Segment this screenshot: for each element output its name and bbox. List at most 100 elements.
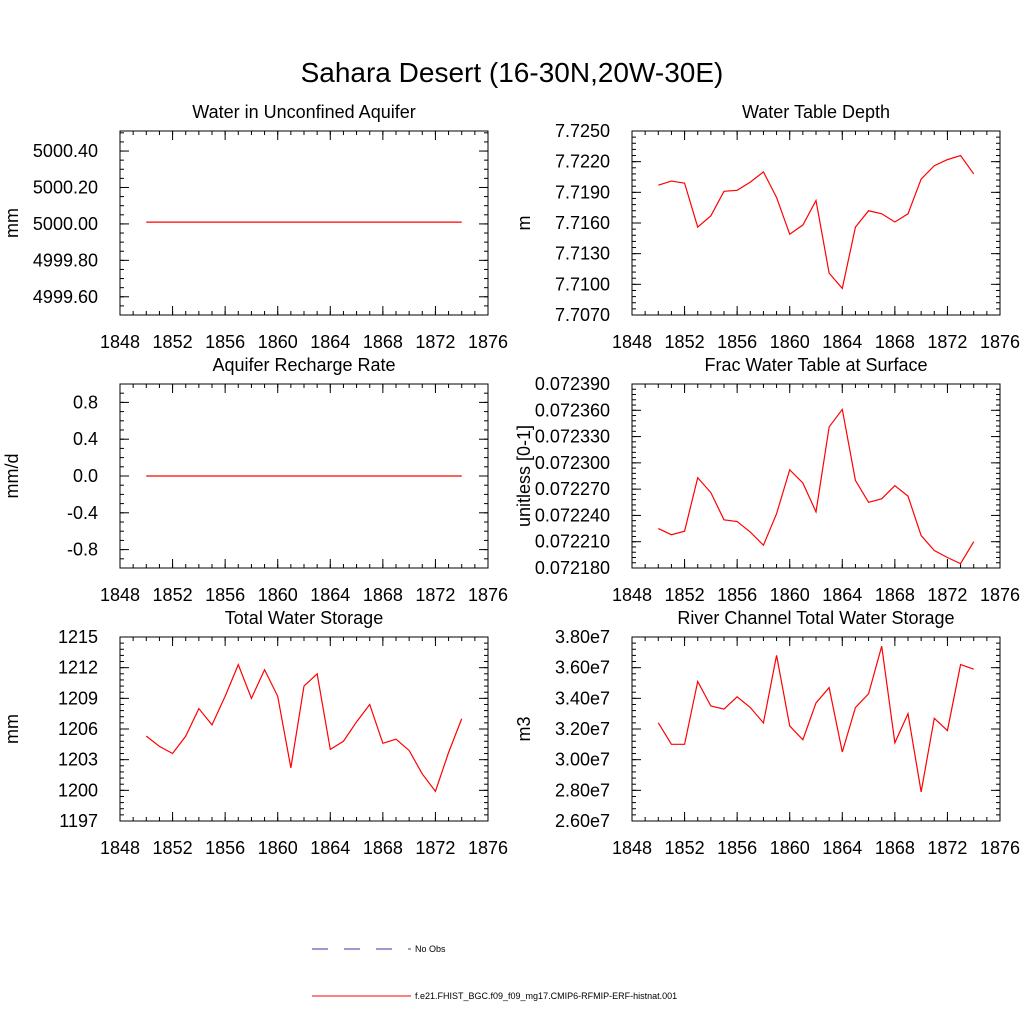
y-tick-label: 7.7250: [555, 121, 610, 141]
x-tick-label: 1864: [310, 838, 350, 858]
panel-title: Aquifer Recharge Rate: [212, 355, 395, 375]
y-tick-label: 0.072210: [535, 532, 610, 552]
y-tick-label: 3.00e7: [555, 750, 610, 770]
panel-title: River Channel Total Water Storage: [677, 608, 954, 628]
legend-label-model: f.e21.FHIST_BGC.f09_f09_mg17.CMIP6-RFMIP…: [415, 991, 677, 1001]
y-tick-label: 0.0: [73, 466, 98, 486]
y-axis-label: unitless [0-1]: [514, 425, 534, 527]
panels-group: Water in Unconfined Aquifer mm 1848 1852 185…: [2, 102, 1020, 858]
x-tick-label: 1856: [717, 838, 757, 858]
panel-title: Water Table Depth: [742, 102, 890, 122]
x-tick-label: 1860: [258, 585, 298, 605]
figure-title: Sahara Desert (16-30N,20W-30E): [301, 57, 724, 88]
y-tick-label: 3.40e7: [555, 688, 610, 708]
x-tick-label: 1876: [980, 332, 1020, 352]
y-tick-label: 0.8: [73, 392, 98, 412]
plot-frame: [631, 130, 1001, 316]
x-tick-label: 1848: [100, 585, 140, 605]
y-tick-label: 0.072390: [535, 374, 610, 394]
panel-title: Total Water Storage: [225, 608, 383, 628]
x-tick-label: 1872: [927, 585, 967, 605]
x-tick-label: 1848: [100, 332, 140, 352]
legend: No Obs f.e21.FHIST_BGC.f09_f09_mg17.CMIP6…: [312, 944, 677, 1001]
x-tick-label: 1872: [415, 332, 455, 352]
y-axis-label: m3: [514, 716, 534, 741]
x-tick-label: 1856: [205, 332, 245, 352]
x-tick-label: 1864: [310, 332, 350, 352]
panel-5: Total Water Storage mm 1848 1852 1856 1860 186…: [2, 608, 508, 858]
x-tick-label: 1876: [468, 332, 508, 352]
y-tick-label: 3.80e7: [555, 627, 610, 647]
x-tick-label: 1856: [205, 838, 245, 858]
x-tick-label: 1876: [468, 838, 508, 858]
x-tick-label: 1848: [100, 838, 140, 858]
x-tick-label: 1876: [980, 838, 1020, 858]
x-tick-label: 1860: [258, 838, 298, 858]
y-tick-label: 1197: [59, 811, 98, 831]
x-tick-label: 1852: [153, 585, 193, 605]
plot-frame: [631, 383, 1001, 569]
panel-3: Aquifer Recharge Rate mm/d 1848 1852 1856 186…: [2, 355, 508, 605]
y-tick-label: 1200: [58, 780, 98, 800]
y-tick-label: 0.072300: [535, 453, 610, 473]
x-tick-label: 1872: [415, 838, 455, 858]
y-tick-label: 7.7220: [555, 152, 610, 172]
y-tick-label: 2.60e7: [555, 811, 610, 831]
y-tick-label: 1206: [58, 719, 98, 739]
x-tick-label: 1872: [927, 332, 967, 352]
x-tick-label: 1860: [770, 585, 810, 605]
x-tick-label: 1868: [875, 332, 915, 352]
x-tick-label: 1848: [612, 838, 652, 858]
y-tick-label: -0.4: [67, 503, 98, 523]
x-tick-label: 1856: [205, 585, 245, 605]
x-tick-label: 1864: [822, 332, 862, 352]
x-tick-label: 1852: [153, 838, 193, 858]
y-tick-label: 0.072270: [535, 479, 610, 499]
x-tick-label: 1872: [927, 838, 967, 858]
x-tick-label: 1860: [258, 332, 298, 352]
series-line: [658, 154, 975, 290]
series-line: [658, 407, 975, 565]
x-tick-label: 1876: [468, 585, 508, 605]
y-tick-label: 5000.00: [33, 214, 98, 234]
y-tick-label: 0.072360: [535, 400, 610, 420]
panel-6: River Channel Total Water Storage m3 1848 1…: [514, 608, 1020, 858]
x-tick-label: 1868: [363, 585, 403, 605]
panel-2: Water Table Depth m 1848 1852 1856 1860 1864 18…: [514, 102, 1020, 352]
x-tick-label: 1872: [415, 585, 455, 605]
x-tick-label: 1860: [770, 332, 810, 352]
y-tick-label: 7.7190: [555, 182, 610, 202]
x-tick-label: 1852: [153, 332, 193, 352]
y-tick-label: 4999.60: [33, 287, 98, 307]
x-tick-label: 1868: [875, 585, 915, 605]
x-tick-label: 1864: [822, 838, 862, 858]
y-tick-label: 0.072330: [535, 427, 610, 447]
y-tick-label: 1212: [58, 658, 98, 678]
x-tick-label: 1868: [875, 838, 915, 858]
y-tick-label: 7.7100: [555, 274, 610, 294]
y-tick-label: 3.60e7: [555, 658, 610, 678]
plot-frame: [119, 130, 489, 316]
y-tick-label: 1209: [58, 688, 98, 708]
y-tick-label: 0.4: [73, 429, 98, 449]
y-axis-label: mm/d: [2, 454, 22, 499]
y-tick-label: 5000.20: [33, 177, 98, 197]
y-axis-label: m: [514, 216, 534, 231]
y-tick-label: 1215: [58, 627, 98, 647]
series-line: [657, 646, 974, 792]
panel-4: Frac Water Table at Surface unitless [0-1…: [514, 355, 1020, 605]
y-tick-label: 2.80e7: [555, 780, 610, 800]
x-tick-label: 1876: [980, 585, 1020, 605]
x-tick-label: 1852: [665, 585, 705, 605]
y-tick-label: 0.072240: [535, 505, 610, 525]
y-axis-label: mm: [2, 208, 22, 238]
y-tick-label: 3.20e7: [555, 719, 610, 739]
legend-label-obs: No Obs: [415, 944, 446, 954]
y-tick-label: 7.7160: [555, 213, 610, 233]
plot-frame: [119, 636, 489, 822]
x-tick-label: 1856: [717, 332, 757, 352]
panel-title: Water in Unconfined Aquifer: [192, 102, 415, 122]
x-tick-label: 1848: [612, 585, 652, 605]
y-tick-label: 4999.80: [33, 250, 98, 270]
